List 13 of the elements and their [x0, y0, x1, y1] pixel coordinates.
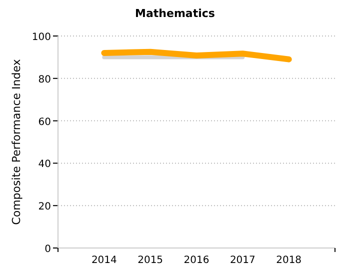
y-tick-label: 60 — [38, 116, 51, 128]
chart-title: Mathematics — [135, 7, 216, 20]
y-tick-label: 80 — [38, 74, 51, 86]
y-tick-label: 40 — [38, 159, 51, 170]
x-tick-label: 2016 — [184, 255, 210, 266]
y-axis-title: Composite Performance Index — [10, 58, 23, 225]
x-tick-label: 2017 — [230, 255, 256, 266]
y-tick-label: 0 — [44, 244, 51, 255]
x-tick-label: 2018 — [276, 255, 302, 266]
y-tick-label: 100 — [32, 32, 51, 43]
x-tick-label: 2015 — [138, 255, 164, 266]
y-tick-label: 20 — [38, 202, 51, 213]
x-tick-label: 2014 — [91, 255, 117, 266]
